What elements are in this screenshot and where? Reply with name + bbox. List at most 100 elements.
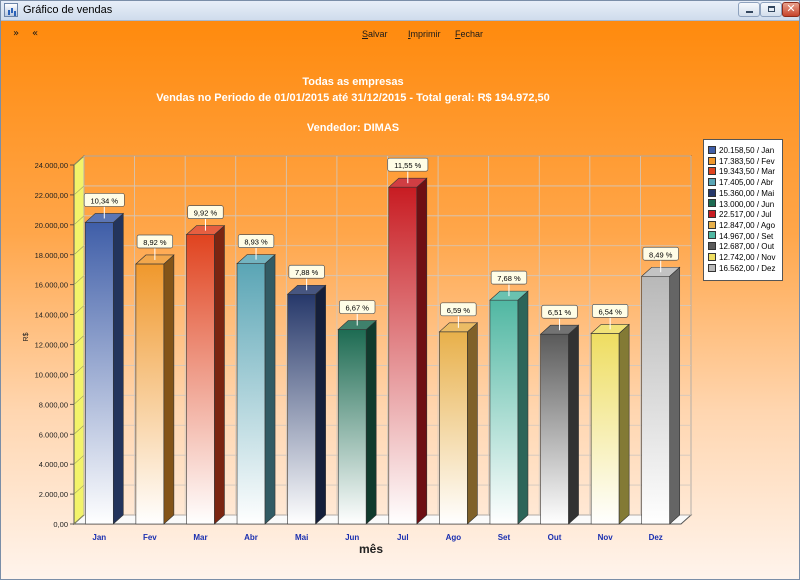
bar-front xyxy=(337,329,367,525)
bar-dez: 8,49 % xyxy=(640,246,681,525)
bar-side xyxy=(163,254,175,525)
bar-side xyxy=(618,323,630,525)
y-tick-label: 24.000,00 xyxy=(35,161,68,170)
bar-front xyxy=(590,333,620,525)
bar-mai: 7,88 % xyxy=(286,264,327,525)
y-tick-label: 22.000,00 xyxy=(35,191,68,200)
gridline-side xyxy=(73,454,85,465)
x-axis-ticks: Jan Fev Mar Abr Mai Jun Jul Ago Set Out Nov Dez xyxy=(92,533,662,542)
maximize-button[interactable] xyxy=(760,2,782,17)
bar-front xyxy=(236,263,266,525)
save-menu-label: alvar xyxy=(368,29,388,39)
data-label-box xyxy=(288,264,325,279)
legend: 20.158,50 / Jan 17.383,50 / Fev 19.343,50 … xyxy=(703,139,783,281)
save-menu[interactable]: Salvar xyxy=(362,29,388,39)
next-page-icon[interactable]: » xyxy=(13,28,20,39)
bar-front xyxy=(641,275,671,525)
data-label-box xyxy=(490,270,528,285)
gridline-side xyxy=(73,305,85,315)
close-menu[interactable]: Fechar xyxy=(455,29,483,39)
y-axis-ticks: 0,00 2.000,00 4.000,00 6.000,00 8.000,00 10.0… xyxy=(35,161,74,529)
legend-label: 12.847,00 / Ago xyxy=(719,220,776,230)
data-label: 6,51 % xyxy=(548,308,572,317)
bar-jun: 6,67 % xyxy=(337,300,377,525)
x-tick-label: Jun xyxy=(345,533,359,542)
legend-swatch xyxy=(708,252,716,261)
y-tick-label: 18.000,00 xyxy=(35,251,68,260)
bar-side xyxy=(264,253,276,525)
y-tick-label: 14.000,00 xyxy=(35,311,68,320)
bar-mar: 9,92 % xyxy=(185,205,226,525)
bar-side xyxy=(669,266,681,525)
bar-out: 6,51 % xyxy=(539,304,580,525)
legend-label: 16.562,00 / Dez xyxy=(719,263,776,273)
close-button[interactable]: ✕ xyxy=(782,2,800,17)
legend-item: 13.000,00 / Jun xyxy=(708,199,774,210)
bar-front xyxy=(439,331,468,525)
bar-side xyxy=(214,224,225,525)
legend-label: 12.687,00 / Out xyxy=(719,242,775,252)
data-label-box xyxy=(187,205,224,220)
legend-label: 19.343,50 / Mar xyxy=(719,167,776,177)
gridline-side xyxy=(73,514,85,525)
title-bar: Gráfico de vendas ✕ xyxy=(1,1,800,21)
data-label: 9,92 % xyxy=(194,209,218,218)
x-tick-label: Set xyxy=(498,533,511,542)
legend-swatch xyxy=(708,220,716,229)
gridline-side xyxy=(73,395,85,405)
bar-front xyxy=(84,222,114,525)
bar-jul: 11,55 % xyxy=(387,157,429,525)
legend-label: 15.360,00 / Mai xyxy=(719,188,775,198)
legend-label: 14.967,00 / Set xyxy=(719,231,774,241)
x-tick-label: Mar xyxy=(193,533,207,542)
y-tick-label: 6.000,00 xyxy=(39,430,68,439)
chart-title: Todas as empresas xyxy=(302,76,403,88)
data-label: 7,88 % xyxy=(295,268,319,277)
data-label: 11,55 % xyxy=(394,161,421,170)
window-title: Gráfico de vendas xyxy=(23,4,113,16)
minimize-button[interactable] xyxy=(738,2,760,17)
chart-area: » « Salvar Imprimir Fechar Todas as empr… xyxy=(1,21,799,579)
legend-swatch xyxy=(708,145,716,154)
bar-fev: 8,92 % xyxy=(135,234,175,525)
legend-label: 20.158,50 / Jan xyxy=(719,146,775,155)
legend-swatch xyxy=(708,231,716,240)
legend-item: 22.517,00 / Jul xyxy=(708,210,771,220)
sales-bar-chart: Todas as empresas Vendas no Periodo de 0… xyxy=(23,76,693,556)
bar-front xyxy=(540,333,569,525)
legend-item: 16.562,00 / Dez xyxy=(708,263,776,274)
chart-subtitle: Vendas no Periodo de 01/01/2015 até 31/1… xyxy=(156,92,550,104)
data-label: 10,34 % xyxy=(91,196,119,205)
bar-set: 7,68 % xyxy=(489,270,529,525)
gridline-side xyxy=(73,155,85,166)
gridline-side xyxy=(73,365,85,375)
data-label: 6,67 % xyxy=(346,304,370,313)
data-label: 7,68 % xyxy=(497,274,521,283)
legend-item: 15.360,00 / Mai xyxy=(708,188,775,199)
legend-swatch xyxy=(708,199,716,208)
data-label: 6,54 % xyxy=(598,307,622,316)
bar-front xyxy=(388,186,418,525)
gridline-side xyxy=(73,245,85,255)
x-tick-label: Out xyxy=(548,533,562,542)
legend-item: 12.742,00 / Nov xyxy=(708,252,775,263)
y-axis-label: R$ xyxy=(23,332,30,341)
bar-front xyxy=(135,263,165,525)
legend-swatch xyxy=(708,242,716,251)
x-axis-label: mês xyxy=(359,542,383,556)
bar-side xyxy=(112,212,124,525)
legend-swatch xyxy=(708,263,716,272)
data-label-box xyxy=(83,193,125,207)
data-label-box xyxy=(136,234,174,249)
x-tick-label: Abr xyxy=(244,533,258,542)
gridline-side xyxy=(73,185,85,196)
data-label-box xyxy=(541,304,578,319)
previous-page-icon[interactable]: « xyxy=(32,28,39,39)
data-label-box xyxy=(339,300,376,314)
legend-label: 22.517,00 / Jul xyxy=(719,210,772,220)
x-tick-label: Jan xyxy=(92,533,106,542)
legend-label: 17.405,00 / Abr xyxy=(719,178,774,188)
legend-swatch xyxy=(708,167,716,176)
bar-ago: 6,59 % xyxy=(438,302,479,525)
print-menu[interactable]: Imprimir xyxy=(408,29,441,39)
